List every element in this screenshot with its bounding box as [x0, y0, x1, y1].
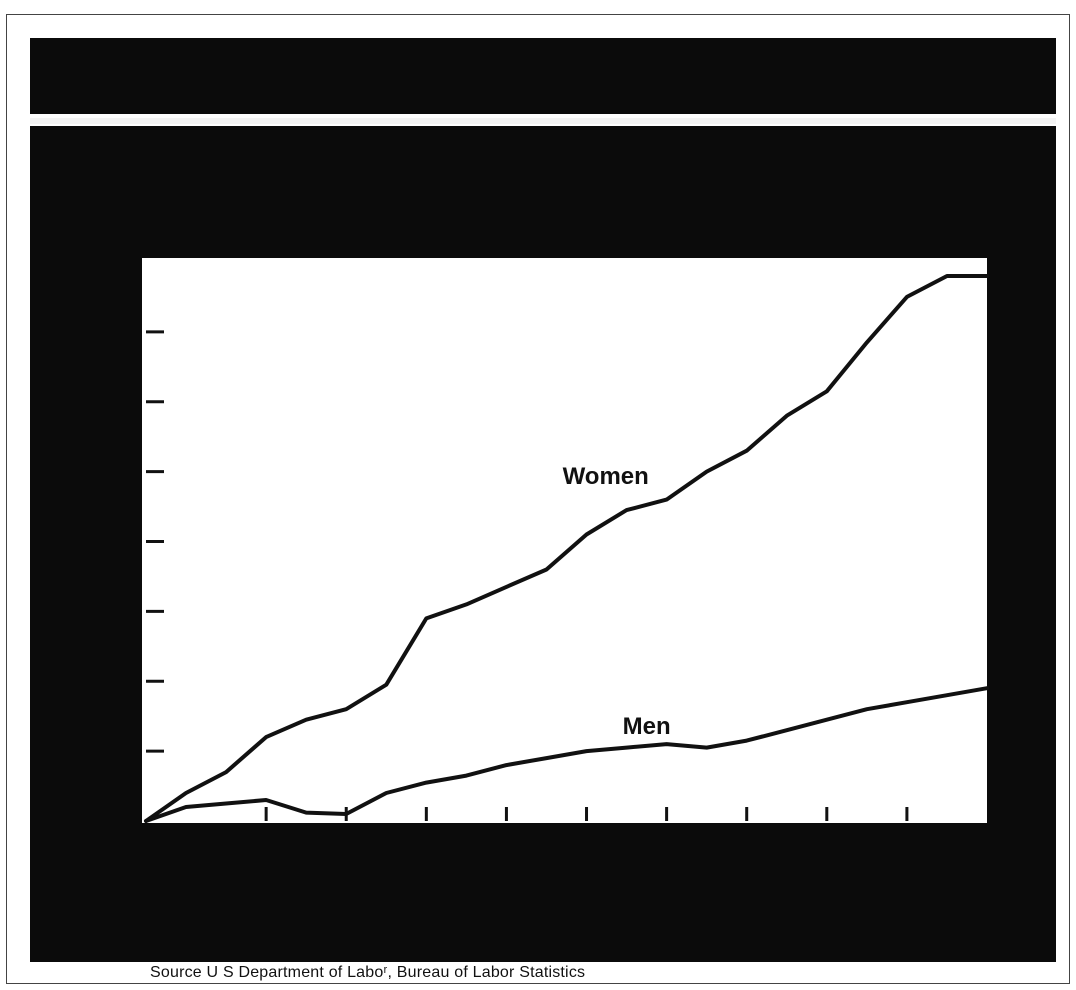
x-axis-ticks [264, 807, 909, 821]
photo-dark-band [30, 38, 1056, 114]
series-label-women: Women [563, 463, 649, 490]
series-line-men [144, 686, 989, 823]
y-axis-ticks [146, 330, 164, 753]
plot-area [142, 258, 987, 823]
series-label-men: Men [623, 713, 671, 740]
series-labels: Women Men [563, 463, 671, 740]
series-lines [144, 274, 989, 823]
horizontal-rule [30, 118, 1056, 124]
series-line-women [144, 274, 989, 823]
page-border [6, 14, 1070, 984]
source-note: Source U S Department of Laboʳ, Bureau o… [150, 964, 586, 981]
